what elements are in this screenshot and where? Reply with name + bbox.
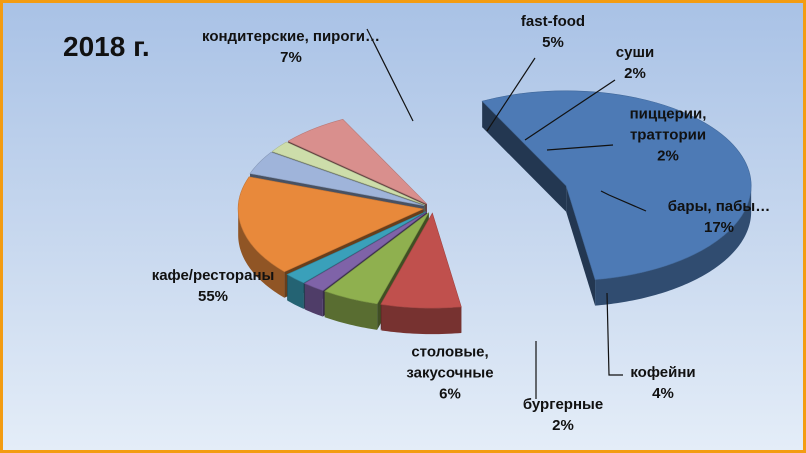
slice-top [324, 212, 430, 305]
slice-wall [566, 185, 596, 306]
slice-label-canteens: столовые, закусочные 6% [406, 343, 494, 403]
pie-slice-cafe-restaurants [481, 90, 752, 306]
slice-wall [482, 101, 567, 212]
slice-top [249, 151, 425, 206]
slice-edge [287, 274, 304, 309]
leader-line [600, 190, 647, 212]
leader-line [606, 292, 623, 376]
pie-slice-confectionery [380, 212, 462, 335]
slice-label-coffee: кофейни 4% [630, 364, 696, 402]
slice-label-pizzerias: пиццерии, траттории 2% [629, 105, 707, 165]
pie-chart [237, 28, 752, 399]
slice-label-fast-food: fast-food 5% [520, 13, 586, 51]
slice-top [237, 176, 425, 273]
slice-edge [595, 185, 752, 306]
leader-line [524, 79, 616, 141]
slice-top [287, 118, 428, 205]
leader-line [546, 144, 614, 151]
slice-edge [305, 283, 323, 317]
slice-edge [324, 291, 378, 330]
slice-label-confectionery: кондитерские, пироги… 7% [202, 28, 380, 66]
slice-label-burgers: бургерные 2% [522, 396, 604, 434]
leader-line [486, 57, 536, 132]
slice-top [380, 212, 462, 309]
slice-label-bars: бары, пабы… 17% [667, 198, 771, 236]
slice-top [286, 211, 427, 284]
slice-edge [238, 209, 285, 298]
slice-top [303, 211, 428, 291]
slice-top [481, 90, 752, 280]
slice-label-cafe-restaurants: кафе/рестораны 55% [151, 267, 275, 305]
leader-line [366, 28, 414, 122]
slice-edge [381, 304, 462, 335]
slice-top [271, 141, 426, 206]
slice-label-sushi: суши 2% [615, 44, 655, 82]
chart-title: 2018 г. [63, 31, 150, 62]
